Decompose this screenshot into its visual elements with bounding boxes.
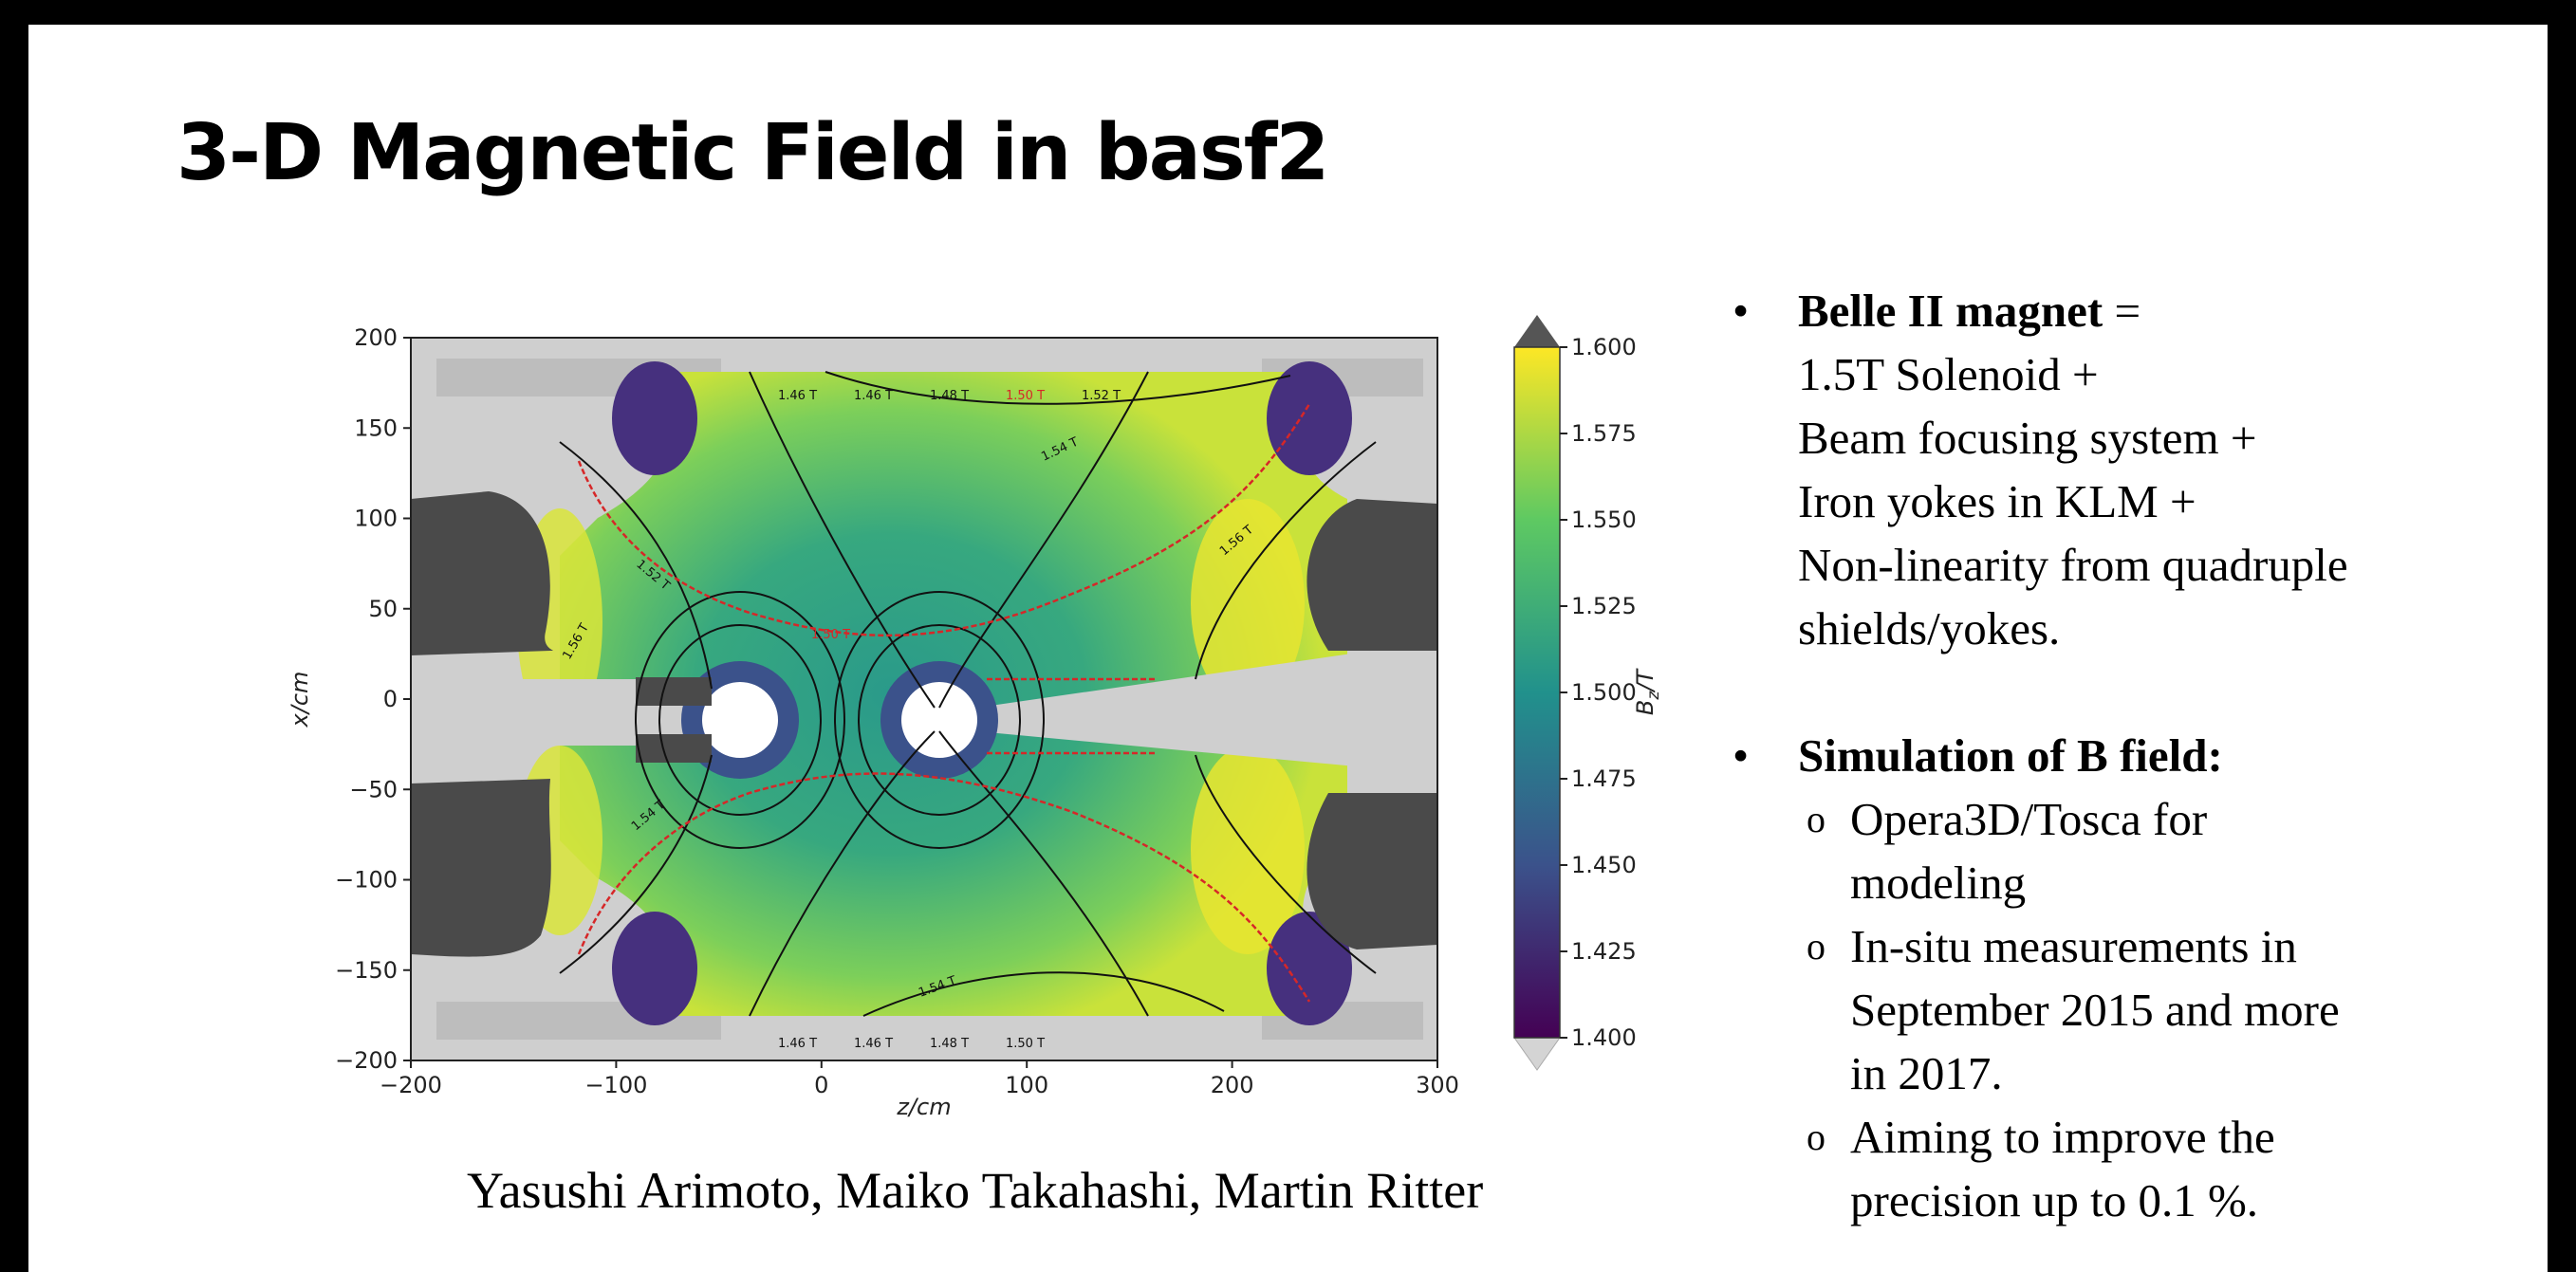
bullet-list: • Belle II magnet = 1.5T Solenoid + Beam… — [1708, 279, 2543, 1232]
bullet-line: Iron yokes in KLM + — [1798, 475, 2196, 527]
y-axis: 200 150 100 50 0 −50 −100 −150 −200 — [335, 324, 411, 1074]
sub-bullet-line: Aiming to improve the — [1850, 1111, 2275, 1163]
sub-bullet-circle-icon: o — [1807, 798, 1825, 840]
bullet-heading: Belle II magnet — [1798, 285, 2103, 337]
bullet-line: shields/yokes. — [1798, 602, 2061, 654]
colorbar-tick-label: 1.525 — [1571, 593, 1637, 619]
x-tick-label: 300 — [1416, 1072, 1459, 1098]
sub-bullet-line: precision up to 0.1 %. — [1850, 1174, 2259, 1226]
sub-bullet-line: modeling — [1850, 857, 2027, 909]
y-tick-label: 0 — [383, 686, 398, 712]
svg-text:1.46 T: 1.46 T — [778, 389, 817, 403]
x-axis: −200 −100 0 100 200 300 — [380, 1060, 1459, 1098]
sub-bullet-line: In-situ measurements in — [1850, 920, 2297, 972]
y-tick-label: −100 — [335, 867, 398, 894]
bullet-dot-icon: • — [1733, 729, 1750, 782]
y-tick-label: 200 — [354, 324, 398, 351]
colorbar-over-arrow — [1514, 315, 1560, 347]
bullet-heading-tail: = — [2103, 285, 2141, 337]
y-tick-label: −150 — [335, 957, 398, 984]
sub-bullet-line: Opera3D/Tosca for — [1850, 793, 2208, 845]
sub-bullet-circle-icon: o — [1807, 925, 1825, 968]
bullet-magnet: • Belle II magnet = 1.5T Solenoid + Beam… — [1708, 279, 2543, 660]
colorbar-tick-label: 1.475 — [1571, 765, 1637, 792]
bullet-heading: Simulation of B field: — [1798, 729, 2223, 782]
y-tick-label: −200 — [335, 1047, 398, 1074]
colorbar-tick-label: 1.500 — [1571, 679, 1637, 706]
heatmap-plot-area: 1.46 T 1.46 T 1.48 T 1.50 T 1.52 T 1.54 … — [411, 338, 1437, 1060]
sub-bullet-insitu: o In-situ measurements in September 2015… — [1708, 914, 2543, 1105]
colorbar-tick-label: 1.550 — [1571, 507, 1637, 533]
bullet-simulation: • Simulation of B field: — [1708, 724, 2543, 787]
colorbar-label: Bz/T — [1632, 668, 1663, 715]
field-map-chart: 1.46 T 1.46 T 1.48 T 1.50 T 1.52 T 1.54 … — [287, 315, 1663, 1120]
y-tick-label: 100 — [354, 506, 398, 532]
y-tick-label: 50 — [368, 596, 398, 622]
svg-text:1.46 T: 1.46 T — [854, 389, 893, 403]
colorbar-under-arrow — [1513, 1037, 1561, 1071]
svg-text:1.46 T: 1.46 T — [854, 1037, 893, 1051]
x-tick-label: −200 — [380, 1072, 442, 1098]
colorbar-gradient — [1514, 347, 1560, 1038]
sub-bullet-circle-icon: o — [1807, 1115, 1825, 1158]
colorbar-tick-label: 1.450 — [1571, 852, 1637, 878]
svg-text:1.52 T: 1.52 T — [1082, 389, 1121, 403]
colorbar-tick-label: 1.400 — [1571, 1024, 1637, 1051]
y-axis-label: x/cm — [287, 672, 313, 728]
bullet-line: 1.5T Solenoid + — [1798, 348, 2099, 400]
y-tick-label: −50 — [349, 776, 398, 802]
colorbar-tick-label: 1.575 — [1571, 420, 1637, 447]
slide-title: 3-D Magnetic Field in basf2 — [176, 108, 1329, 198]
svg-text:1.50 T: 1.50 T — [811, 628, 850, 642]
colorbar-ticks: 1.600 1.575 1.550 1.525 1.500 1.475 1.450 1.425… — [1560, 334, 1637, 1051]
slide: 3-D Magnetic Field in basf2 — [28, 25, 2548, 1272]
colorbar: 1.600 1.575 1.550 1.525 1.500 1.475 1.450 1.425… — [1513, 315, 1663, 1071]
x-axis-label: z/cm — [896, 1094, 951, 1120]
bullet-dot-icon: • — [1733, 285, 1750, 337]
svg-text:1.50 T: 1.50 T — [1006, 389, 1045, 403]
x-tick-label: 100 — [1005, 1072, 1048, 1098]
svg-text:1.48 T: 1.48 T — [930, 389, 969, 403]
sub-bullet-line: in 2017. — [1850, 1047, 2003, 1099]
x-tick-label: 200 — [1211, 1072, 1254, 1098]
sub-bullet-precision: o Aiming to improve the precision up to … — [1708, 1105, 2543, 1232]
x-tick-label: 0 — [814, 1072, 828, 1098]
bullet-line: Beam focusing system + — [1798, 412, 2257, 464]
svg-text:1.50 T: 1.50 T — [1006, 1037, 1045, 1051]
svg-text:1.48 T: 1.48 T — [930, 1037, 969, 1051]
colorbar-tick-label: 1.600 — [1571, 334, 1637, 360]
colorbar-tick-label: 1.425 — [1571, 938, 1637, 965]
bullet-line: Non-linearity from quadruple — [1798, 539, 2348, 591]
x-tick-label: −100 — [584, 1072, 647, 1098]
sub-bullet-opera: o Opera3D/Tosca for modeling — [1708, 787, 2543, 914]
y-tick-label: 150 — [354, 415, 398, 441]
sub-bullet-line: September 2015 and more — [1850, 984, 2340, 1036]
svg-text:1.46 T: 1.46 T — [778, 1037, 817, 1051]
author-credit: Yasushi Arimoto, Maiko Takahashi, Martin… — [467, 1162, 1484, 1219]
